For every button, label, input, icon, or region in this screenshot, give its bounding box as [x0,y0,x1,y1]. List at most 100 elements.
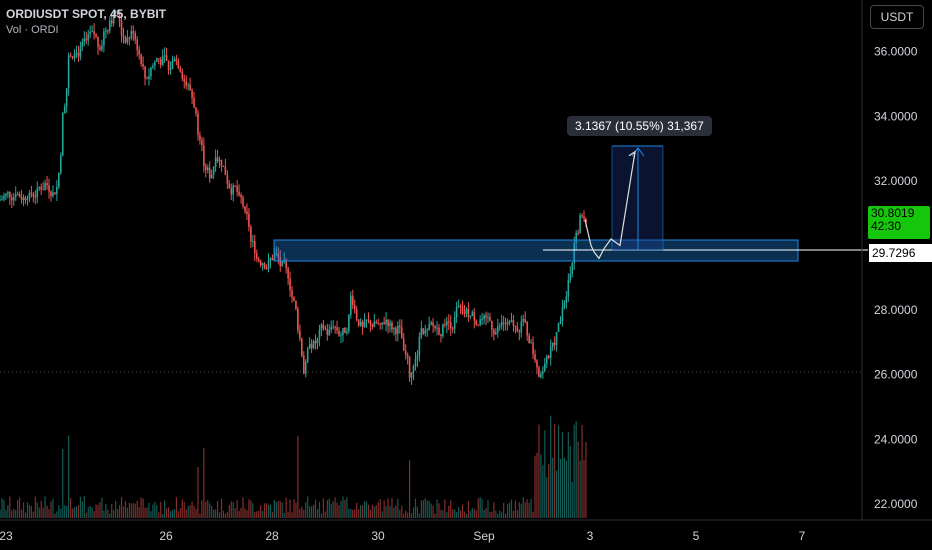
candle-body [175,59,178,61]
volume-bar [350,508,352,518]
candle-body [475,320,478,325]
volume-bar [303,509,305,518]
volume-bar [142,498,144,518]
candle-body [495,332,497,335]
candle-body [281,261,284,267]
volume-bar [220,498,223,518]
candle-body [154,61,156,66]
candle-body [506,321,509,325]
candle-body [320,324,323,330]
candle-body [212,166,215,175]
candle-body [538,367,540,377]
candle-body [340,335,342,337]
candle-body [34,196,37,198]
candle-body [398,325,401,328]
candle-body [516,327,519,332]
volume-bar [575,421,577,518]
candle-body [371,324,374,328]
candle-body [563,302,566,308]
volume-bar [205,501,207,518]
volume-bar [120,496,123,518]
candle-body [553,342,556,345]
candle-body [504,323,507,325]
volume-bar [185,509,187,518]
volume-bar [369,509,372,518]
volume-bar [40,500,42,518]
volume-bar [379,499,381,518]
volume-bar [585,441,587,518]
volume-bar [73,507,76,518]
volume-bar [518,502,520,518]
candle-body [463,311,466,314]
volume-indicator-label[interactable]: Vol · ORDI [6,24,59,36]
volume-bar [38,507,40,518]
symbol-title[interactable]: ORDIUSDT SPOT, 45, BYBIT [6,7,167,21]
volume-bar [542,465,544,518]
time-tick-label: 28 [265,529,279,543]
candle-body [16,194,19,196]
candle-body [510,320,513,322]
volume-bar [203,448,205,518]
candle-body [481,319,483,321]
candle-body [522,319,525,322]
volume-bar [503,502,505,518]
volume-bar [389,505,391,518]
candle-body [218,159,221,162]
volume-bar [64,505,66,518]
volume-bar [1,498,3,518]
candle-body [328,329,331,335]
candle-body [367,319,370,321]
candle-body [365,319,368,321]
candle-body [152,65,154,68]
volume-bar [275,502,277,518]
volume-bar [459,510,462,518]
projection-path[interactable] [584,150,636,260]
volume-bar [395,505,397,518]
candle-body [120,21,123,36]
candle-body [430,322,432,325]
volume-bar [426,500,428,518]
candle-body [69,55,72,57]
candle-body [559,320,562,324]
candle-body [179,68,182,72]
candle-body [232,185,235,195]
volume-bar [273,499,275,518]
candle-body [22,197,25,200]
candle-body [301,338,303,356]
volume-bar [30,506,32,518]
volume-bar [561,432,564,518]
candle-body [295,300,297,309]
volume-bar [365,501,368,518]
volume-bar [446,512,448,518]
volume-bar [173,509,176,518]
candle-body [161,56,164,65]
volume-bar [263,503,266,518]
candle-body [220,159,223,166]
volume-bar [291,512,293,518]
candle-body [373,321,376,328]
candle-body [318,329,321,339]
price-scale[interactable]: 36.0000 34.0000 32.0000 28.0000 26.0000 24.00… [874,45,918,511]
volume-bar [514,500,517,518]
candle-body [530,342,532,344]
volume-bar [477,498,479,518]
volume-bar [277,501,279,518]
volume-bar [552,457,554,518]
candle-body [289,278,291,291]
volume-bar [475,510,477,518]
candle-body [265,268,268,270]
time-scale[interactable]: 23 26 28 30 Sep 3 5 7 [0,529,806,543]
candle-body [167,60,170,70]
volume-bar [485,508,487,518]
volume-bar [234,508,236,518]
volume-bar [360,505,362,518]
volume-bar [436,499,438,518]
volume-bar [77,505,80,518]
volume-bar [91,507,93,518]
candle-body [549,347,552,358]
candle-body [361,321,364,327]
candle-body [0,199,1,201]
volume-bar [356,502,358,518]
currency-button[interactable]: USDT [870,5,924,29]
